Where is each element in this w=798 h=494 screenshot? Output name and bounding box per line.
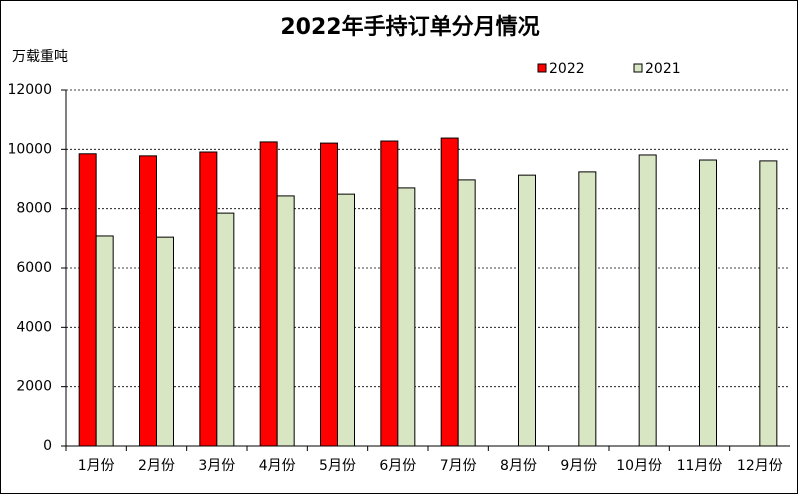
y-axis-label: 万载重吨 bbox=[12, 49, 68, 65]
bar bbox=[638, 154, 657, 447]
bar bbox=[337, 193, 355, 447]
x-tick-label: 11月份 bbox=[677, 458, 723, 474]
y-tick-label: 10000 bbox=[7, 141, 52, 157]
bar bbox=[699, 159, 717, 447]
x-tick-label: 1月份 bbox=[78, 458, 115, 474]
y-tick-label: 0 bbox=[43, 438, 52, 454]
bar bbox=[78, 153, 97, 447]
bar bbox=[440, 137, 459, 447]
bar bbox=[397, 187, 416, 447]
y-tick-label: 12000 bbox=[7, 82, 52, 98]
bar bbox=[518, 174, 536, 447]
legend-swatch bbox=[633, 63, 643, 73]
bar bbox=[216, 212, 235, 447]
legend-label: 2022 bbox=[549, 61, 585, 77]
bar bbox=[259, 141, 278, 447]
y-tick-label: 6000 bbox=[16, 260, 52, 276]
x-tick-label: 8月份 bbox=[500, 458, 537, 474]
bar bbox=[199, 151, 218, 447]
bar bbox=[380, 140, 399, 447]
bar bbox=[320, 142, 338, 447]
legend-swatch bbox=[537, 63, 547, 73]
bar bbox=[457, 179, 476, 447]
bar bbox=[276, 195, 295, 447]
bar bbox=[139, 155, 157, 447]
x-tick-label: 6月份 bbox=[379, 458, 416, 474]
y-tick-label: 2000 bbox=[16, 379, 52, 395]
x-tick-label: 3月份 bbox=[198, 458, 235, 474]
x-tick-label: 2月份 bbox=[138, 458, 175, 474]
bar bbox=[578, 171, 597, 447]
x-tick-label: 5月份 bbox=[319, 458, 356, 474]
chart-title: 2022年手持订单分月情况 bbox=[280, 14, 539, 40]
x-tick-label: 9月份 bbox=[560, 458, 597, 474]
bar bbox=[156, 236, 174, 447]
x-tick-label: 4月份 bbox=[259, 458, 296, 474]
x-tick-label: 7月份 bbox=[440, 458, 477, 474]
x-tick-label: 10月份 bbox=[616, 458, 662, 474]
bar bbox=[95, 235, 114, 447]
legend-label: 2021 bbox=[645, 61, 681, 77]
bar bbox=[759, 160, 778, 447]
x-tick-label: 12月份 bbox=[737, 458, 783, 474]
y-tick-label: 4000 bbox=[16, 319, 52, 335]
y-tick-label: 8000 bbox=[16, 201, 52, 217]
